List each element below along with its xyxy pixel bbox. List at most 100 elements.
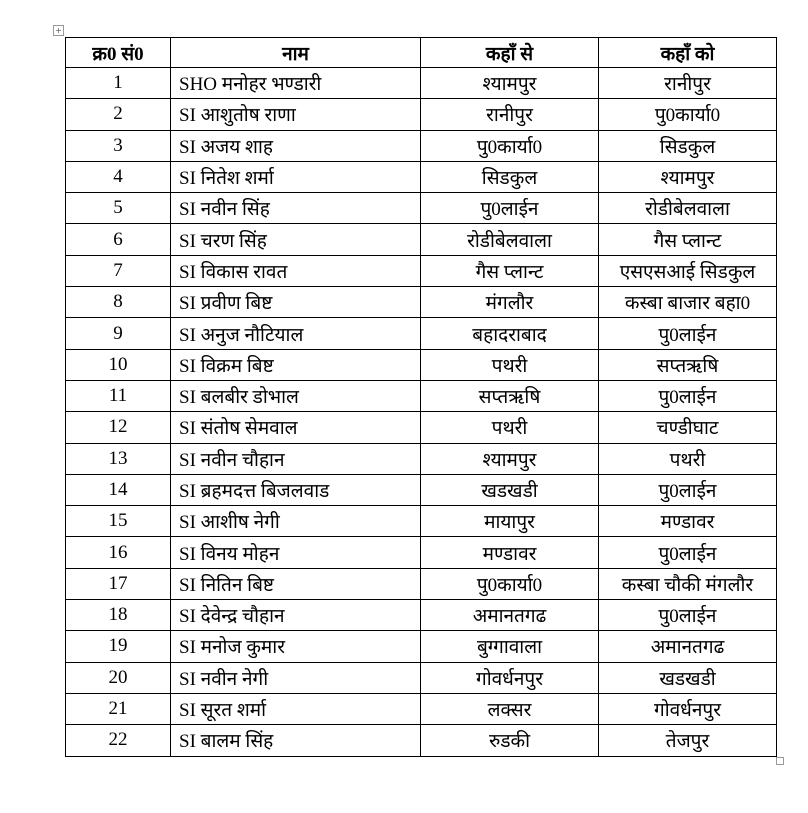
cell-serial-no: 21 (65, 692, 171, 726)
cell-serial-no: 8 (65, 286, 171, 319)
cell-to: गोवर्धनपुर (598, 692, 777, 726)
cell-name: SI मनोज कुमार (170, 630, 421, 663)
cell-name: SI आशुतोष राणा (170, 98, 421, 131)
cell-serial-no: 14 (65, 473, 171, 507)
cell-name: SI सूरत शर्मा (170, 692, 421, 726)
cell-name: SI अजय शाह (170, 129, 421, 162)
cell-serial-no: 6 (65, 223, 171, 256)
cell-serial-no: 7 (65, 254, 171, 288)
cell-name: SI प्रवीण बिष्ट (170, 286, 421, 319)
cell-from: अमानतगढ (420, 599, 599, 632)
cell-to: पु0लाईन (598, 379, 777, 413)
cell-serial-no: 1 (65, 66, 171, 100)
cell-to: सप्तऋषि (598, 348, 777, 381)
cell-to: खडखडी (598, 661, 777, 694)
cell-to: पु0लाईन (598, 473, 777, 507)
cell-name: SI नवीन नेगी (170, 661, 421, 694)
table-row: 10 SI विक्रम बिष्ट पथरी सप्तऋषि (65, 348, 777, 381)
cell-serial-no: 9 (65, 317, 171, 350)
cell-name: SI नवीन चौहान (170, 442, 421, 475)
table-row: 8 SI प्रवीण बिष्ट मंगलौर कस्बा बाजार बहा0 (65, 286, 777, 319)
cell-from: गोवर्धनपुर (420, 661, 599, 694)
cell-name: SI बलबीर डोभाल (170, 379, 421, 413)
cell-to: गैस प्लान्ट (598, 223, 777, 256)
cell-to: एसएसआई सिडकुल (598, 254, 777, 288)
transfer-table: क्र0 सं0 नाम कहाँ से कहाँ को 1 SHO मनोहर … (65, 37, 777, 757)
cell-name: SI संतोष सेमवाल (170, 411, 421, 444)
cell-to: पथरी (598, 442, 777, 475)
cell-from: श्यामपुर (420, 66, 599, 100)
cell-name: SI नवीन सिंह (170, 192, 421, 225)
cell-serial-no: 11 (65, 379, 171, 413)
cell-from: गैस प्लान्ट (420, 254, 599, 288)
cell-to: अमानतगढ (598, 630, 777, 663)
header-from: कहाँ से (420, 37, 599, 68)
cell-to: चण्डीघाट (598, 411, 777, 444)
table-row: 6 SI चरण सिंह रोडीबेलवाला गैस प्लान्ट (65, 223, 777, 256)
table-row: 12 SI संतोष सेमवाल पथरी चण्डीघाट (65, 411, 777, 444)
cell-from: रानीपुर (420, 98, 599, 131)
cell-from: पथरी (420, 348, 599, 381)
table-row: 4 SI नितेश शर्मा सिडकुल श्यामपुर (65, 160, 777, 194)
cell-serial-no: 2 (65, 98, 171, 131)
table-move-icon[interactable]: + (53, 25, 64, 36)
cell-serial-no: 12 (65, 411, 171, 444)
cell-from: पथरी (420, 411, 599, 444)
table-row: 9 SI अनुज नौटियाल बहादराबाद पु0लाईन (65, 317, 777, 350)
cell-to: कस्बा चौकी मंगलौर (598, 567, 777, 601)
cell-name: SI देवेन्द्र चौहान (170, 599, 421, 632)
cell-to: रानीपुर (598, 66, 777, 100)
cell-from: पु0लाईन (420, 192, 599, 225)
cell-from: बुग्गावाला (420, 630, 599, 663)
cell-name: SI बालम सिंह (170, 724, 421, 757)
cell-name: SI आशीष नेगी (170, 505, 421, 538)
cell-from: मंगलौर (420, 286, 599, 319)
table-header-row: क्र0 सं0 नाम कहाँ से कहाँ को (65, 37, 777, 68)
table-row: 1 SHO मनोहर भण्डारी श्यामपुर रानीपुर (65, 66, 777, 100)
cell-serial-no: 19 (65, 630, 171, 663)
cell-name: SI विक्रम बिष्ट (170, 348, 421, 381)
table-resize-icon[interactable] (776, 757, 784, 765)
cell-name: SI चरण सिंह (170, 223, 421, 256)
header-serial-no: क्र0 सं0 (65, 37, 171, 68)
cell-from: सप्तऋषि (420, 379, 599, 413)
cell-name: SI अनुज नौटियाल (170, 317, 421, 350)
cell-name: SHO मनोहर भण्डारी (170, 66, 421, 100)
cell-to: कस्बा बाजार बहा0 (598, 286, 777, 319)
cell-to: रोडीबेलवाला (598, 192, 777, 225)
cell-to: पु0लाईन (598, 599, 777, 632)
cell-from: मण्डावर (420, 536, 599, 569)
table-row: 11 SI बलबीर डोभाल सप्तऋषि पु0लाईन (65, 379, 777, 413)
cell-name: SI नितेश शर्मा (170, 160, 421, 194)
cell-from: पु0कार्या0 (420, 567, 599, 601)
cell-from: रोडीबेलवाला (420, 223, 599, 256)
cell-serial-no: 17 (65, 567, 171, 601)
header-name: नाम (170, 37, 421, 68)
cell-from: खडखडी (420, 473, 599, 507)
cell-to: पु0लाईन (598, 536, 777, 569)
table-row: 17 SI नितिन बिष्ट पु0कार्या0 कस्बा चौकी मं… (65, 567, 777, 601)
cell-name: SI विकास रावत (170, 254, 421, 288)
cell-name: SI विनय मोहन (170, 536, 421, 569)
table-row: 2 SI आशुतोष राणा रानीपुर पु0कार्या0 (65, 98, 777, 131)
cell-serial-no: 15 (65, 505, 171, 538)
table-row: 15 SI आशीष नेगी मायापुर मण्डावर (65, 505, 777, 538)
table-row: 3 SI अजय शाह पु0कार्या0 सिडकुल (65, 129, 777, 162)
cell-to: पु0कार्या0 (598, 98, 777, 131)
cell-to: तेजपुर (598, 724, 777, 757)
cell-serial-no: 18 (65, 599, 171, 632)
cell-name: SI नितिन बिष्ट (170, 567, 421, 601)
table-row: 19 SI मनोज कुमार बुग्गावाला अमानतगढ (65, 630, 777, 663)
cell-to: सिडकुल (598, 129, 777, 162)
table-row: 5 SI नवीन सिंह पु0लाईन रोडीबेलवाला (65, 192, 777, 225)
cell-from: लक्सर (420, 692, 599, 726)
table-row: 21 SI सूरत शर्मा लक्सर गोवर्धनपुर (65, 692, 777, 726)
table-row: 14 SI ब्रहमदत्त बिजलवाड खडखडी पु0लाईन (65, 473, 777, 507)
cell-to: पु0लाईन (598, 317, 777, 350)
table-row: 20 SI नवीन नेगी गोवर्धनपुर खडखडी (65, 661, 777, 694)
cell-serial-no: 10 (65, 348, 171, 381)
table-row: 13 SI नवीन चौहान श्यामपुर पथरी (65, 442, 777, 475)
cell-from: श्यामपुर (420, 442, 599, 475)
cell-from: पु0कार्या0 (420, 129, 599, 162)
table-row: 22 SI बालम सिंह रुडकी तेजपुर (65, 724, 777, 757)
